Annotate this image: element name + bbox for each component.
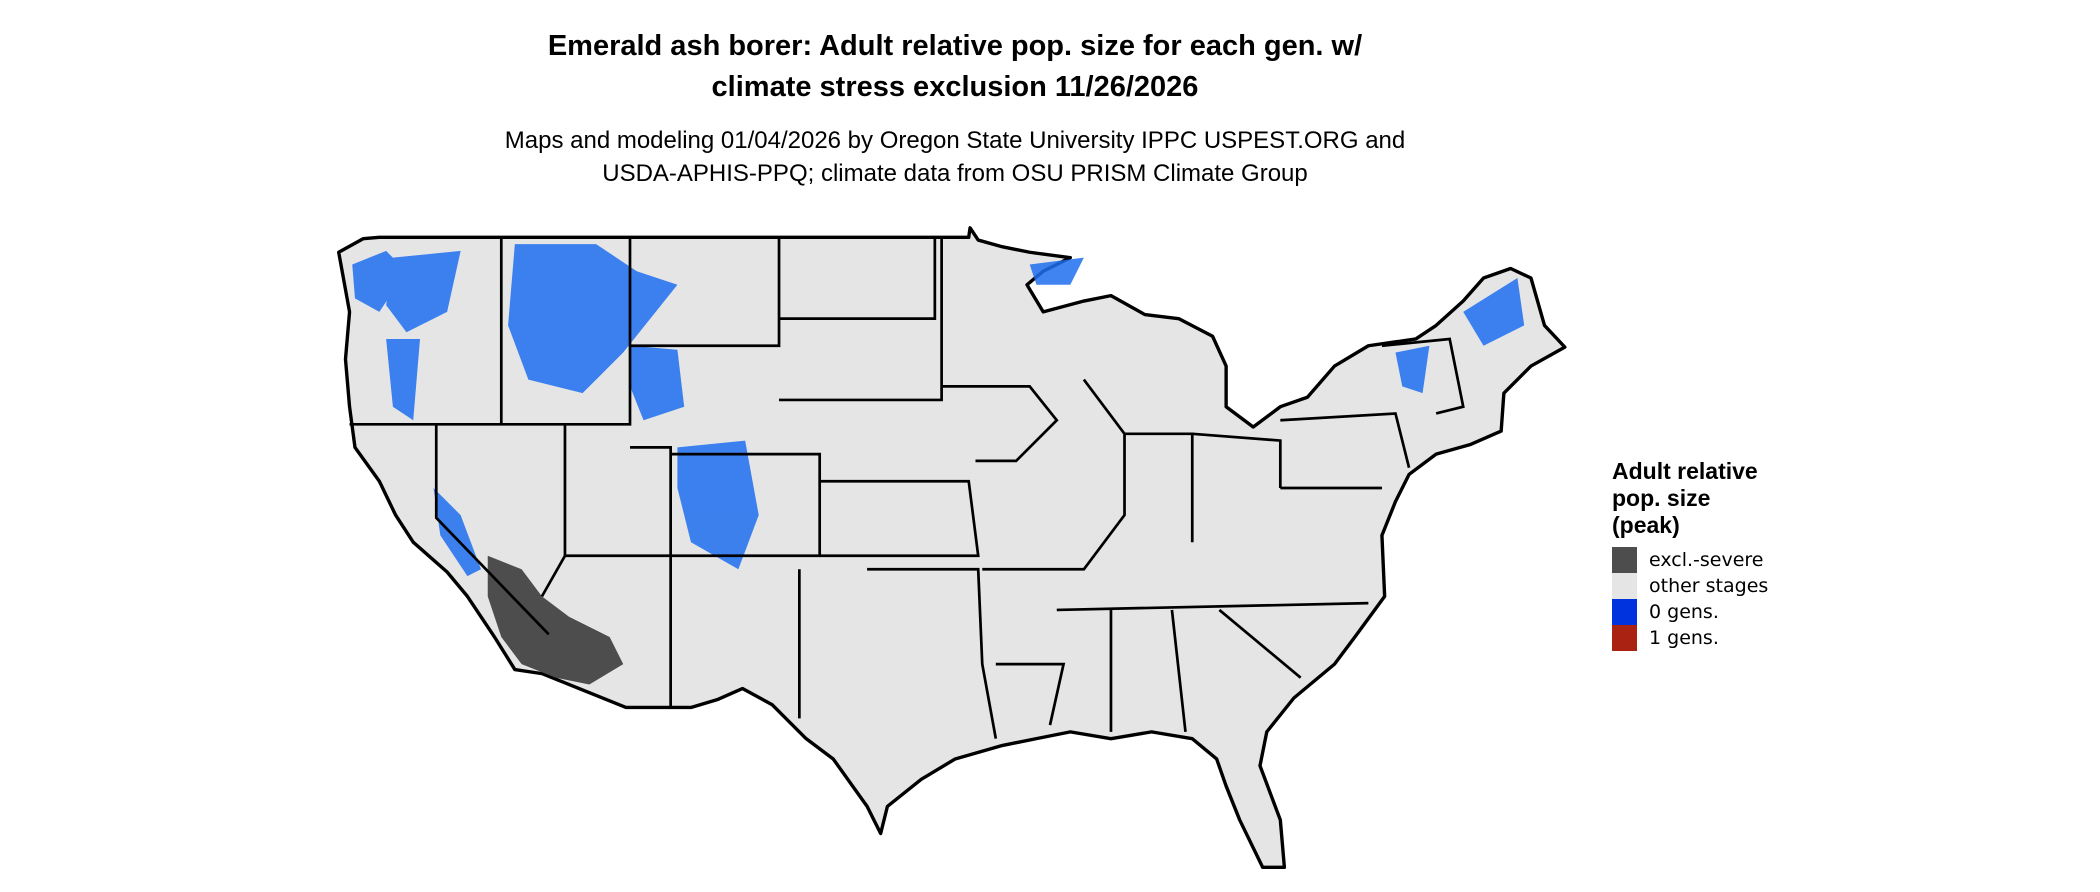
legend-item-1-gens: 1 gens. [1612,625,1768,651]
legend-item-excl-severe: excl.-severe [1612,547,1768,573]
legend-swatch [1612,625,1637,651]
legend-item-0-gens: 0 gens. [1612,599,1768,625]
legend-swatch [1612,547,1637,573]
legend-item-other-stages: other stages [1612,573,1768,599]
legend-title-line-3: (peak) [1612,512,1680,538]
title-line-1: Emerald ash borer: Adult relative pop. s… [547,30,1363,62]
subtitle-line-1: Maps and modeling 01/04/2026 by Oregon S… [504,127,1406,154]
legend-swatch [1612,573,1637,599]
legend-title: Adult relative pop. size (peak) [1612,458,1768,539]
legend-label: excl.-severe [1649,549,1764,571]
legend-label: 1 gens. [1649,627,1719,649]
legend-title-line-1: Adult relative [1612,458,1758,484]
legend: Adult relative pop. size (peak) excl.-se… [1612,458,1768,651]
legend-swatch [1612,599,1637,625]
legend-title-line-2: pop. size [1612,485,1711,511]
state-borders [349,237,1465,739]
excluded-severe-region [487,555,624,685]
subtitle-line-2: USDA-APHIS-PPQ; climate data from OSU PR… [602,160,1308,187]
legend-label: other stages [1649,575,1769,597]
zero-gens-regions [352,244,1525,577]
legend-label: 0 gens. [1649,601,1719,623]
map-title: Emerald ash borer: Adult relative pop. s… [0,26,1910,108]
map-subtitle: Maps and modeling 01/04/2026 by Oregon S… [0,124,1910,190]
title-line-2: climate stress exclusion 11/26/2026 [711,71,1199,103]
